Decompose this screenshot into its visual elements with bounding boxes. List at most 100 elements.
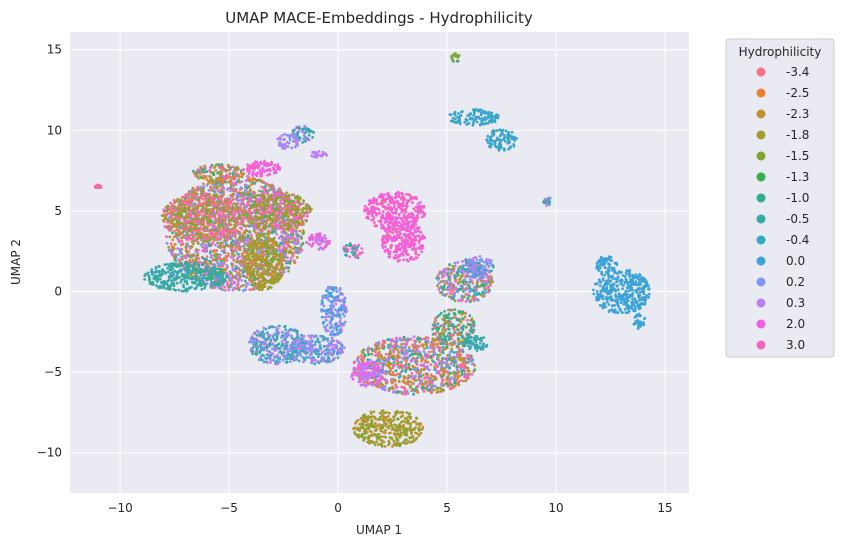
scatter-point xyxy=(212,216,216,219)
scatter-point xyxy=(202,182,205,186)
scatter-point xyxy=(339,293,342,296)
scatter-point xyxy=(205,262,209,266)
scatter-point xyxy=(205,183,209,187)
scatter-point xyxy=(219,187,223,191)
scatter-point xyxy=(330,311,334,315)
scatter-point xyxy=(263,332,266,336)
scatter-point xyxy=(208,169,212,172)
scatter-point xyxy=(315,152,319,156)
scatter-point xyxy=(254,262,257,265)
scatter-point xyxy=(162,218,165,222)
scatter-point xyxy=(323,315,327,319)
scatter-point xyxy=(251,177,255,181)
scatter-point xyxy=(301,241,305,245)
scatter-point xyxy=(328,342,332,346)
scatter-point xyxy=(313,362,317,366)
scatter-point xyxy=(291,213,295,217)
scatter-point xyxy=(284,248,288,252)
scatter-point xyxy=(234,203,238,207)
scatter-point xyxy=(193,215,197,219)
scatter-point xyxy=(223,221,226,225)
scatter-point xyxy=(257,274,260,277)
scatter-point xyxy=(302,360,305,364)
scatter-point xyxy=(267,167,271,171)
scatter-point xyxy=(272,258,275,262)
scatter-point xyxy=(260,250,264,254)
scatter-point xyxy=(212,238,216,242)
scatter-point xyxy=(209,267,213,271)
scatter-point xyxy=(183,205,187,209)
scatter-point xyxy=(232,187,236,191)
scatter-point xyxy=(277,347,280,350)
scatter-point xyxy=(324,348,328,352)
scatter-point xyxy=(251,352,255,356)
scatter-point xyxy=(232,218,236,221)
scatter-point xyxy=(214,233,217,237)
scatter-point xyxy=(202,192,206,196)
scatter-point xyxy=(262,195,265,199)
scatter-point xyxy=(296,201,300,205)
scatter-point xyxy=(167,245,171,249)
scatter-point xyxy=(287,239,290,243)
scatter-point xyxy=(192,169,195,173)
scatter-point xyxy=(225,264,229,267)
scatter-point xyxy=(270,212,274,216)
scatter-point xyxy=(239,221,243,225)
scatter-point xyxy=(301,229,305,232)
scatter-point xyxy=(300,337,303,341)
scatter-point xyxy=(267,326,271,330)
scatter-point xyxy=(228,212,232,216)
scatter-point xyxy=(288,221,291,225)
scatter-point xyxy=(197,257,201,261)
scatter-point xyxy=(289,236,293,240)
scatter-point xyxy=(188,224,192,228)
scatter-point xyxy=(234,172,238,175)
scatter-point xyxy=(189,253,193,257)
scatter-point xyxy=(271,275,275,279)
scatter-point xyxy=(193,202,197,206)
scatter-point xyxy=(184,245,188,249)
scatter-point xyxy=(198,171,202,175)
scatter-point xyxy=(177,288,181,292)
scatter-point xyxy=(207,198,210,201)
scatter-point xyxy=(343,306,347,310)
scatter-point xyxy=(288,245,291,249)
scatter-point xyxy=(267,163,271,167)
scatter-point xyxy=(336,295,340,299)
scatter-point xyxy=(182,266,186,270)
scatter-point xyxy=(210,199,213,203)
scatter-point xyxy=(250,258,253,262)
scatter-point xyxy=(317,247,321,251)
scatter-point xyxy=(242,274,246,278)
scatter-point xyxy=(226,237,230,241)
scatter-point xyxy=(271,166,275,170)
scatter-point xyxy=(257,285,261,289)
scatter-point xyxy=(274,355,277,359)
scatter-point xyxy=(220,278,224,282)
scatter-point xyxy=(159,285,163,289)
scatter-point xyxy=(227,199,231,203)
scatter-point xyxy=(186,271,190,275)
scatter-point xyxy=(171,238,175,242)
scatter-point xyxy=(266,173,270,177)
scatter-point xyxy=(202,201,206,205)
scatter-point xyxy=(166,204,170,208)
scatter-point xyxy=(293,128,297,131)
scatter-point xyxy=(165,241,169,245)
scatter-point xyxy=(248,246,252,250)
scatter-point xyxy=(211,196,215,200)
scatter-point xyxy=(223,233,227,237)
scatter-point xyxy=(262,278,266,281)
scatter-point xyxy=(360,251,364,254)
scatter-point xyxy=(276,167,280,171)
scatter-point xyxy=(325,309,329,312)
scatter-point xyxy=(321,295,325,299)
scatter-point xyxy=(216,195,220,199)
scatter-point xyxy=(154,284,158,287)
scatter-point xyxy=(211,257,215,261)
scatter-point xyxy=(185,282,189,286)
scatter-point xyxy=(172,284,176,288)
scatter-point xyxy=(218,226,222,229)
scatter-point xyxy=(203,213,207,217)
